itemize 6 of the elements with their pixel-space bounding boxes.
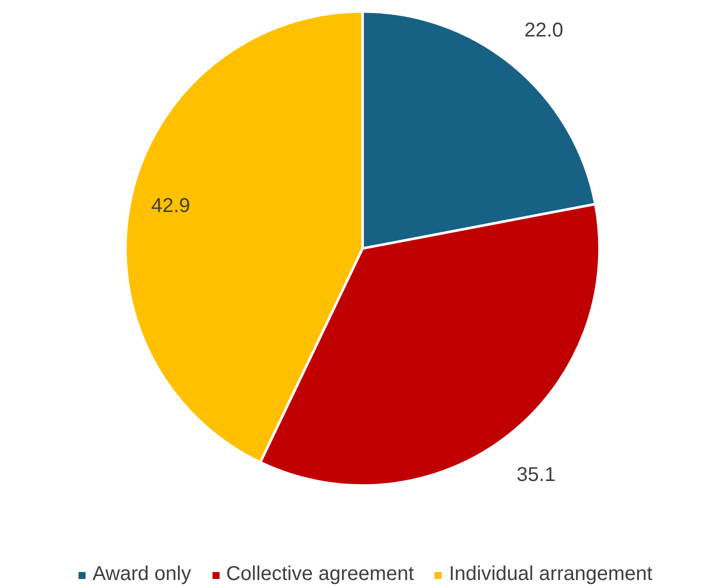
data-label: 22.0: [524, 19, 564, 42]
data-label: 35.1: [516, 464, 556, 486]
legend-label: Individual arrangement: [448, 563, 652, 586]
legend-label: Award only: [92, 563, 192, 586]
data-label: 42.9: [151, 194, 190, 217]
legend-label: Collective agreement: [226, 563, 414, 586]
